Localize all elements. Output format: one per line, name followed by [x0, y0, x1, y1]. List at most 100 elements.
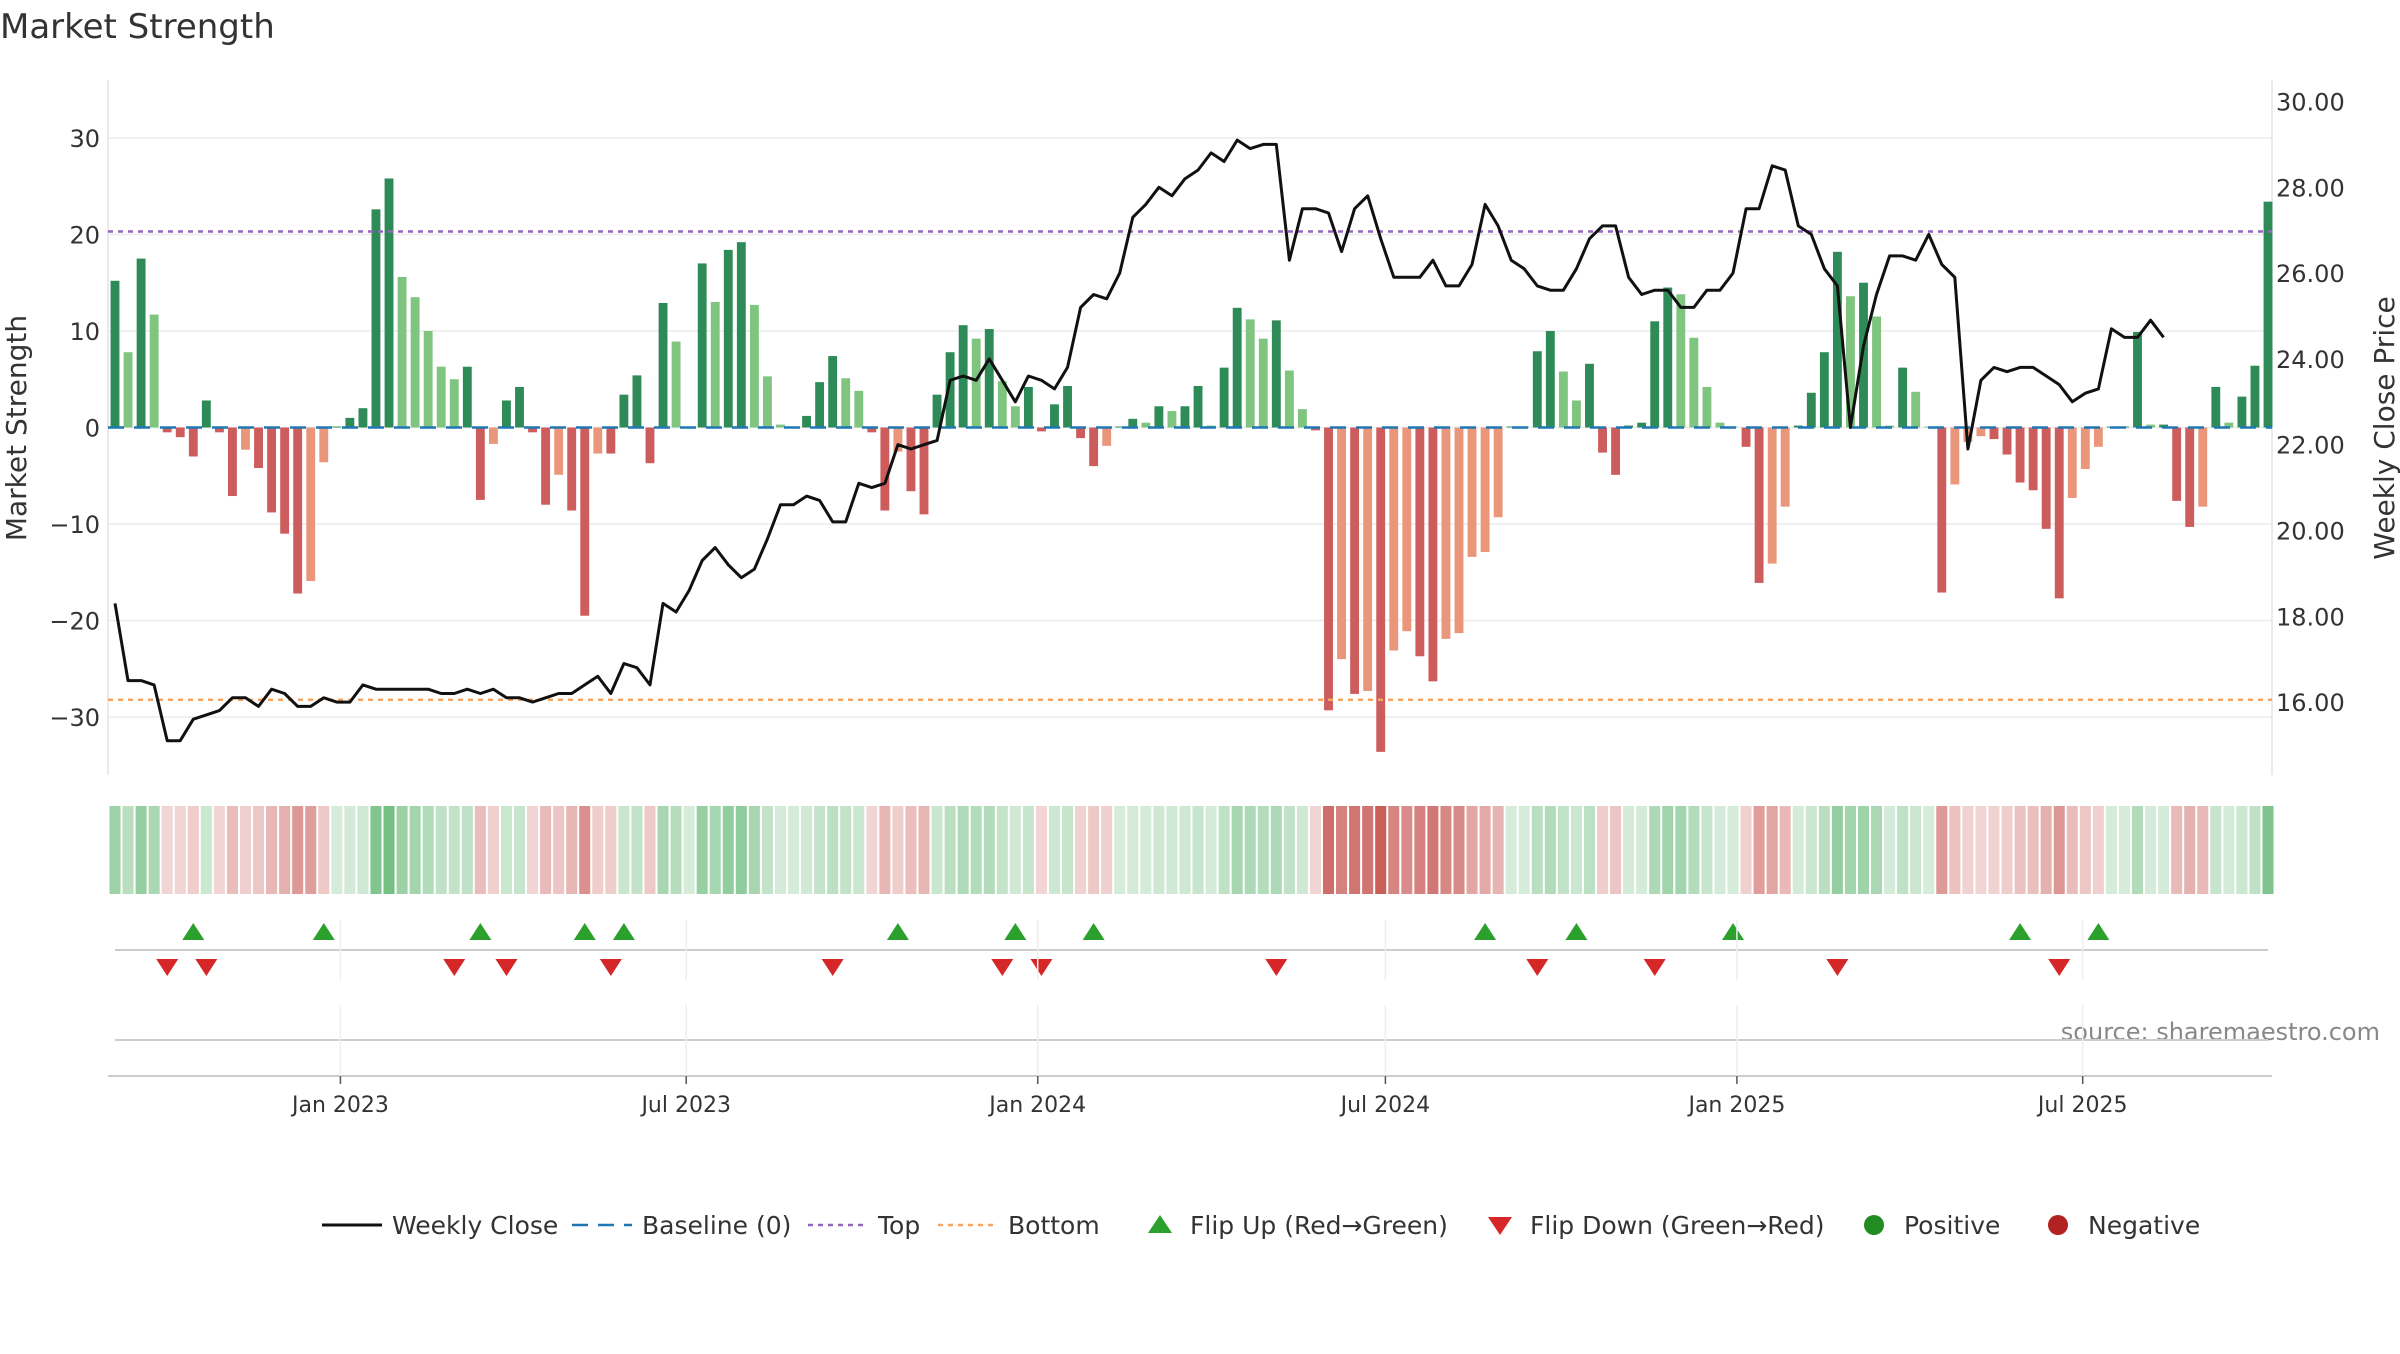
strength-bar — [1663, 287, 1673, 428]
strength-bar — [697, 263, 707, 428]
strength-heat-cell — [1062, 806, 1074, 894]
strength-heat-cell — [2184, 806, 2196, 894]
strength-bar — [2002, 427, 2012, 455]
y2-tick-label: 20.00 — [2276, 517, 2345, 545]
strength-bar — [475, 427, 485, 500]
strength-bar — [110, 280, 120, 428]
strength-bar — [906, 427, 916, 492]
strength-heat-cell — [1127, 806, 1139, 894]
strength-heat-cell — [905, 806, 917, 894]
strength-heat-cell — [1362, 806, 1374, 894]
strength-bar — [749, 304, 759, 428]
strength-heat-cell — [1114, 806, 1126, 894]
strength-heat-cell — [1296, 806, 1308, 894]
strength-bar — [1637, 422, 1647, 428]
legend-label: Bottom — [1008, 1211, 1100, 1240]
legend-label: Positive — [1904, 1211, 2000, 1240]
strength-heat-cell — [1610, 806, 1622, 894]
strength-bar — [175, 427, 185, 438]
strength-heat-cell — [1949, 806, 1961, 894]
strength-heat-cell — [1623, 806, 1635, 894]
x-tick-label: Jul 2024 — [1339, 1093, 1431, 1118]
strength-bar — [306, 427, 316, 581]
strength-heat-cell — [2001, 806, 2013, 894]
strength-heat-cell — [853, 806, 865, 894]
strength-bar — [1180, 406, 1190, 428]
strength-heat-cell — [1936, 806, 1948, 894]
strength-heat-cell — [696, 806, 708, 894]
strength-bar — [1545, 330, 1555, 428]
strength-heat-cell — [1583, 806, 1596, 894]
strength-heat-cell — [566, 806, 578, 894]
strength-bar — [1324, 427, 1333, 711]
strength-heat-cell — [1048, 806, 1061, 894]
strength-bar — [332, 426, 342, 428]
strength-bar — [932, 394, 942, 428]
strength-heat-cell — [435, 806, 447, 894]
strength-heat-cell — [1701, 806, 1713, 894]
strength-bar — [841, 378, 851, 428]
strength-heat-cell — [1975, 806, 1987, 894]
strength-heat-cell — [1283, 806, 1295, 894]
strength-bar — [1611, 427, 1621, 475]
strength-bar — [1872, 316, 1881, 428]
x-tick-label: Jan 2023 — [290, 1093, 389, 1118]
strength-bar — [2080, 427, 2090, 470]
strength-bar — [1976, 427, 1986, 437]
legend-label: Top — [877, 1211, 920, 1240]
y2-tick-label: 26.00 — [2276, 260, 2345, 288]
strength-bar — [1741, 427, 1751, 447]
legend-swatch-flip-up — [1148, 1215, 1172, 1233]
strength-heat-cell — [109, 806, 121, 894]
strength-heat-cell — [422, 806, 434, 894]
x-tick-label: Jul 2025 — [2036, 1093, 2128, 1118]
strength-bar — [254, 427, 263, 469]
flip-down-marker — [1265, 959, 1288, 976]
strength-heat-cell — [344, 806, 356, 894]
strength-bar — [1441, 427, 1451, 639]
strength-heat-cell — [292, 806, 304, 894]
strength-heat-cell — [2249, 806, 2261, 894]
strength-bar — [1702, 386, 1712, 428]
y-tick-label: −10 — [49, 511, 100, 539]
flip-up-marker — [182, 923, 205, 940]
x-tick-label: Jan 2025 — [1686, 1093, 1785, 1118]
strength-heat-cell — [2210, 806, 2222, 894]
strength-bar — [971, 338, 981, 428]
strength-bar — [1415, 427, 1425, 657]
y-tick-label: 20 — [69, 221, 100, 249]
strength-heat-cell — [527, 806, 539, 894]
strength-heat-cell — [1792, 806, 1804, 894]
legend-swatch-negative — [2048, 1215, 2068, 1235]
strength-heat-cell — [500, 806, 512, 894]
strength-heat-cell — [683, 806, 695, 894]
strength-heat-cell — [644, 806, 656, 894]
strength-heat-cell — [983, 806, 995, 894]
strength-heat-cell — [2158, 806, 2170, 894]
strength-heat-cell — [213, 806, 225, 894]
strength-heat-cell — [200, 806, 212, 894]
strength-heat-cell — [409, 806, 421, 894]
strength-bar — [345, 417, 355, 428]
legend-swatch-positive — [1864, 1215, 1884, 1235]
strength-bar — [227, 427, 237, 497]
strength-heat-cell — [1349, 806, 1361, 894]
strength-heat-cell — [1414, 806, 1426, 894]
strength-bar — [1689, 337, 1699, 428]
strength-bar — [541, 427, 551, 505]
strength-bar — [1715, 422, 1725, 428]
strength-bar — [2028, 427, 2038, 491]
chart-title: Market Strength — [0, 7, 275, 47]
flip-up-marker — [1004, 923, 1027, 940]
strength-bar — [554, 427, 564, 475]
strength-bar — [1023, 386, 1033, 428]
strength-heat-cell — [1988, 806, 2000, 894]
strength-heat-cell — [1205, 806, 1217, 894]
strength-bar — [723, 249, 733, 428]
strength-heat-cell — [1022, 806, 1034, 894]
strength-heat-cell — [2040, 806, 2052, 894]
strength-heat-cell — [2118, 806, 2130, 894]
strength-heat-cell — [866, 806, 878, 894]
strength-bar — [776, 424, 785, 428]
strength-bar — [293, 427, 303, 594]
